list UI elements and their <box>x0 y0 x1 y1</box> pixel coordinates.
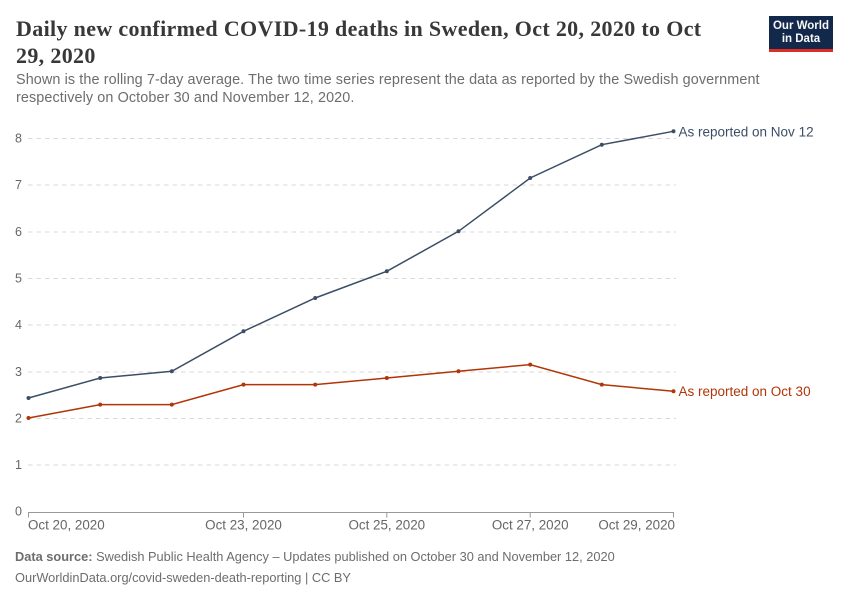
svg-text:4: 4 <box>15 318 22 332</box>
svg-text:Oct 29, 2020: Oct 29, 2020 <box>598 518 675 533</box>
svg-text:5: 5 <box>15 272 22 286</box>
svg-text:As reported on Nov 12: As reported on Nov 12 <box>679 125 814 140</box>
svg-text:0: 0 <box>15 505 22 519</box>
svg-text:2: 2 <box>15 412 22 426</box>
svg-text:8: 8 <box>15 132 22 146</box>
svg-text:7: 7 <box>15 178 22 192</box>
svg-text:Oct 20, 2020: Oct 20, 2020 <box>28 518 105 533</box>
svg-text:Oct 27, 2020: Oct 27, 2020 <box>492 518 569 533</box>
svg-text:6: 6 <box>15 225 22 239</box>
svg-text:Oct 25, 2020: Oct 25, 2020 <box>348 518 425 533</box>
svg-text:3: 3 <box>15 365 22 379</box>
svg-text:1: 1 <box>15 458 22 472</box>
svg-text:Oct 23, 2020: Oct 23, 2020 <box>205 518 282 533</box>
svg-text:As reported on Oct 30: As reported on Oct 30 <box>679 384 811 399</box>
